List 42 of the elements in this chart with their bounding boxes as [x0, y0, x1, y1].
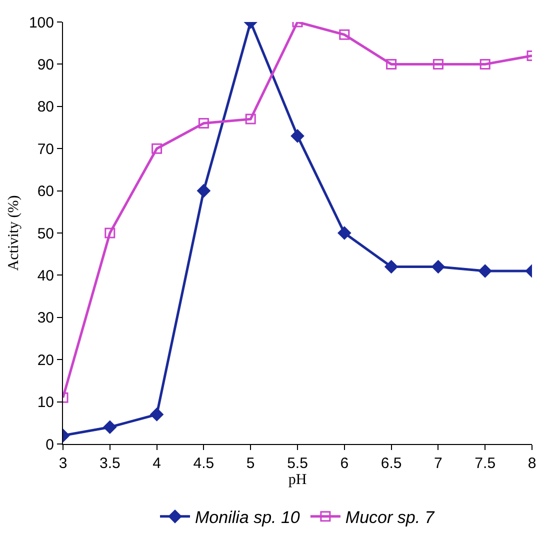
- point: [338, 226, 351, 240]
- x-tick-label: 5.5: [287, 455, 308, 472]
- y-axis-title: Activity (%): [6, 195, 22, 271]
- y-tick-label: 20: [37, 352, 54, 369]
- x-tick-label: 4.5: [193, 455, 214, 472]
- y-tick-label: 40: [37, 267, 54, 284]
- point: [245, 114, 256, 124]
- x-tick-label: 6: [340, 455, 349, 472]
- point: [339, 29, 350, 40]
- y-tick-label: 90: [37, 56, 54, 74]
- y-tick-label: 80: [37, 98, 54, 116]
- x-tick-label: 6.5: [380, 455, 402, 472]
- x-tick-label: 4: [152, 455, 161, 472]
- point: [480, 58, 490, 70]
- point: [198, 118, 209, 129]
- point: [432, 260, 445, 274]
- y-tick-label: 100: [28, 14, 54, 32]
- legend-label: Mucor sp. 7: [345, 508, 435, 528]
- x-tick-label: 3.5: [99, 455, 120, 472]
- point: [150, 408, 164, 422]
- y-tick-label: 50: [37, 225, 54, 242]
- x-tick-label: 5: [246, 455, 255, 472]
- point: [104, 228, 116, 238]
- y-tick-label: 0: [46, 436, 54, 454]
- x-tick-label: 7: [434, 455, 442, 472]
- point: [386, 58, 397, 70]
- point: [152, 143, 162, 154]
- y-tick-label: 30: [37, 310, 54, 327]
- legend-label: Monilia sp. 10: [195, 508, 300, 528]
- point: [197, 184, 210, 198]
- x-tick-label: 3: [58, 455, 68, 472]
- x-tick-label: 8: [528, 455, 536, 472]
- y-tick-label: 10: [37, 394, 54, 412]
- point: [384, 260, 398, 274]
- y-tick-label: 70: [37, 140, 54, 158]
- x-axis-title: pH: [288, 472, 307, 488]
- point: [432, 58, 444, 70]
- point: [478, 264, 492, 278]
- point: [290, 129, 304, 143]
- y-tick-label: 60: [37, 183, 54, 200]
- x-tick-label: 7.5: [474, 455, 496, 472]
- point: [103, 420, 116, 434]
